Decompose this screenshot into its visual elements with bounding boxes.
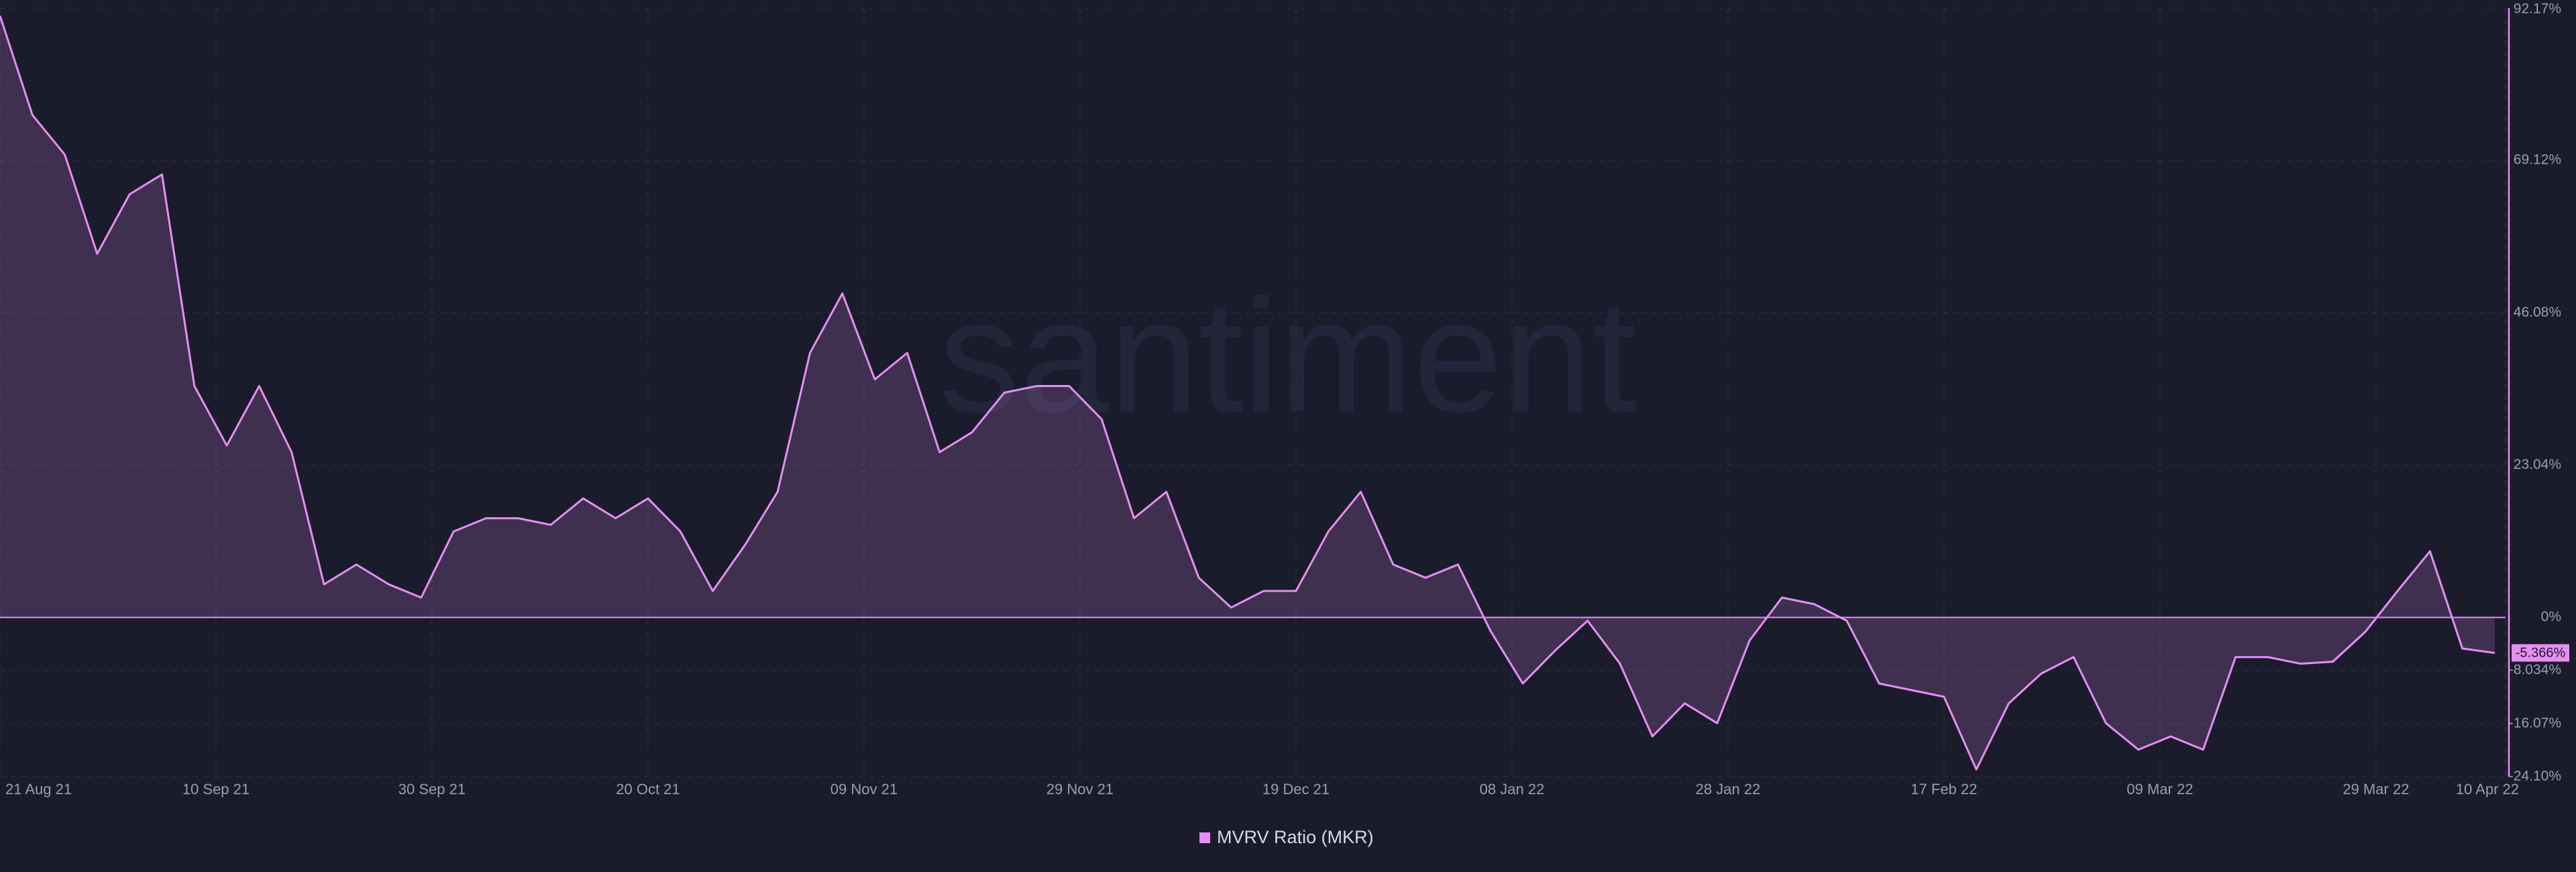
x-tick-label: 10 Sep 21	[182, 781, 250, 798]
y-tick-label: 69.12%	[2514, 152, 2561, 168]
x-tick-label: 29 Mar 22	[2343, 781, 2409, 798]
legend-swatch	[1199, 832, 1210, 843]
y-tick-label: 23.04%	[2514, 457, 2561, 472]
current-value-box	[2512, 644, 2569, 662]
y-tick-label: 0%	[2541, 609, 2561, 624]
x-tick-label: 21 Aug 21	[5, 781, 72, 798]
x-tick-label: 29 Nov 21	[1046, 781, 1114, 798]
y-tick-label: 92.17%	[2514, 1, 2561, 17]
x-tick-label: 28 Jan 22	[1696, 781, 1761, 798]
x-tick-label: 30 Sep 21	[398, 781, 466, 798]
area	[0, 15, 2495, 770]
x-tick-label: 09 Nov 21	[830, 781, 898, 798]
x-tick-label: 20 Oct 21	[616, 781, 680, 798]
y-tick-label: -16.07%	[2509, 715, 2561, 730]
line	[0, 15, 2496, 771]
y-tick-label: -24.10%	[2509, 769, 2561, 784]
x-tick-label: 08 Jan 22	[1480, 781, 1545, 798]
x-tick-label: 19 Dec 21	[1263, 781, 1330, 798]
y-tick-label: -8.034%	[2509, 662, 2561, 677]
x-tick-label: 09 Mar 22	[2127, 781, 2193, 798]
watermark: santiment	[939, 266, 1638, 445]
x-tick-label: 17 Feb 22	[1911, 781, 1977, 798]
x-tick-label: 10 Apr 22	[2456, 781, 2519, 798]
legend: MVRV Ratio (MKR)	[1199, 827, 1374, 847]
y-tick-label: 46.08%	[2514, 305, 2561, 320]
legend-label: MVRV Ratio (MKR)	[1217, 827, 1374, 847]
current-value-label: -5.366%	[2516, 646, 2566, 661]
